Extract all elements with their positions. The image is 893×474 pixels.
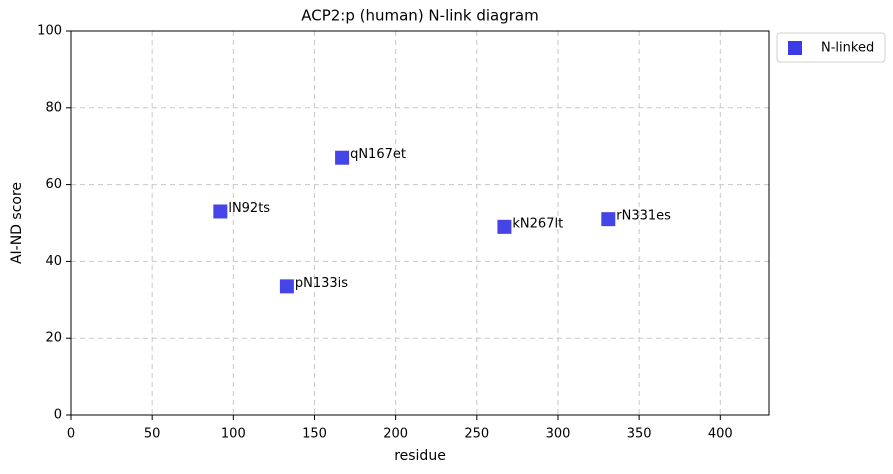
point-label: lN92ts — [228, 201, 270, 216]
y-axis-label: AI-ND score — [9, 182, 25, 264]
x-tick-label: 50 — [144, 427, 161, 442]
y-tick-label: 0 — [54, 408, 62, 423]
legend-box — [776, 32, 886, 63]
x-tick-label: 100 — [221, 427, 246, 442]
x-tick-label: 350 — [627, 427, 652, 442]
chart-title: ACP2:p (human) N-link diagram — [301, 7, 539, 25]
y-tick-label: 60 — [45, 177, 62, 192]
x-tick-label: 300 — [546, 427, 571, 442]
point — [213, 204, 228, 219]
point-label: qN167et — [350, 147, 406, 162]
x-tick-label: 250 — [464, 427, 489, 442]
y-tick-label: 80 — [45, 100, 62, 115]
x-tick-label: 200 — [383, 427, 408, 442]
legend-marker — [788, 41, 802, 55]
x-tick-label: 150 — [302, 427, 327, 442]
y-tick-label: 40 — [45, 254, 62, 269]
plot-frame — [70, 30, 770, 416]
point — [601, 212, 616, 227]
legend-label: N-linked — [821, 41, 874, 56]
x-axis-label: residue — [394, 448, 446, 464]
point-label: pN133is — [295, 276, 348, 291]
point — [335, 150, 350, 165]
y-tick-label: 100 — [37, 24, 62, 39]
y-tick-label: 20 — [45, 331, 62, 346]
x-tick-label: 400 — [708, 427, 733, 442]
point-label: kN267lt — [512, 216, 563, 231]
point — [497, 219, 512, 234]
point-label: rN331es — [616, 209, 671, 224]
x-tick-label: 0 — [67, 427, 75, 442]
point — [279, 279, 294, 294]
